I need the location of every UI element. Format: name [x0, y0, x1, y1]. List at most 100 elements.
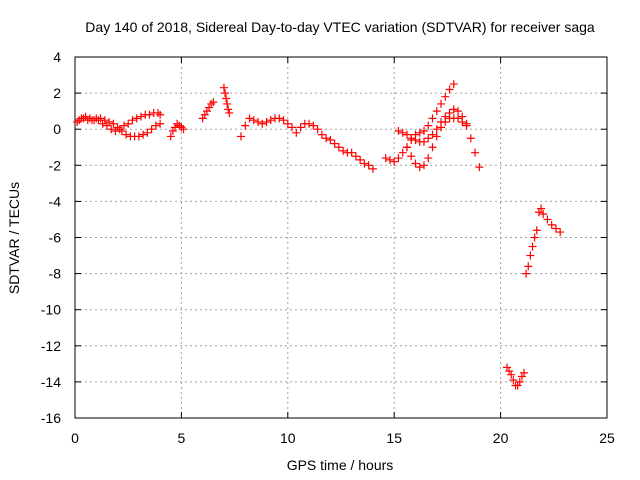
data-point: [454, 114, 463, 123]
data-point: [390, 157, 399, 166]
data-point: [73, 117, 82, 126]
data-point: [522, 269, 531, 278]
data-point: [437, 123, 446, 132]
data-point: [105, 117, 114, 126]
data-point: [428, 114, 437, 123]
series-arc-15-18h-c: [402, 114, 471, 172]
data-point: [145, 110, 154, 119]
data-point: [222, 94, 231, 103]
data-point: [513, 381, 522, 390]
data-point: [236, 132, 245, 141]
data-point: [109, 119, 118, 128]
data-point: [219, 83, 228, 92]
data-point: [543, 215, 552, 224]
y-tick-label: -4: [49, 193, 62, 209]
data-point: [517, 372, 526, 381]
data-point: [209, 98, 218, 107]
data-point: [221, 89, 230, 98]
data-point: [411, 136, 420, 145]
data-point: [283, 119, 292, 128]
data-point: [475, 163, 484, 172]
data-point: [275, 114, 284, 123]
data-point: [166, 132, 175, 141]
data-point: [411, 159, 420, 168]
data-point: [122, 130, 131, 139]
data-point: [407, 134, 416, 143]
data-point: [258, 119, 267, 128]
data-point: [326, 136, 335, 145]
marks-layer: [73, 80, 565, 390]
data-point: [428, 143, 437, 152]
data-point: [547, 220, 556, 229]
y-tick-label: -14: [41, 374, 61, 390]
y-tick-label: 4: [53, 49, 61, 65]
data-point: [424, 154, 433, 163]
data-point: [124, 119, 133, 128]
grid-layer: [75, 57, 607, 418]
data-point: [317, 130, 326, 139]
data-point: [445, 85, 454, 94]
x-tick-label: 25: [599, 430, 615, 446]
data-point: [156, 119, 165, 128]
data-point: [441, 92, 450, 101]
data-point: [107, 125, 116, 134]
data-point: [551, 224, 560, 233]
data-point: [262, 117, 271, 126]
data-point: [151, 121, 160, 130]
data-point: [351, 152, 360, 161]
data-point: [132, 114, 141, 123]
y-tick-label: -16: [41, 410, 61, 426]
data-point: [175, 121, 184, 130]
data-point: [153, 108, 162, 117]
data-point: [509, 376, 518, 385]
data-point: [394, 127, 403, 136]
data-point: [143, 128, 152, 137]
x-tick-label: 20: [493, 430, 509, 446]
data-point: [524, 262, 533, 271]
data-point: [254, 117, 263, 126]
data-point: [454, 107, 463, 116]
x-tick-label: 5: [178, 430, 186, 446]
data-point: [288, 123, 297, 132]
y-tick-label: -2: [49, 157, 62, 173]
data-point: [119, 121, 128, 130]
data-point: [394, 154, 403, 163]
series-arc-early-b: [75, 114, 165, 141]
data-point: [147, 125, 156, 134]
x-tick-label: 10: [280, 430, 296, 446]
data-point: [528, 242, 537, 251]
data-point: [81, 112, 90, 121]
data-point: [539, 210, 548, 219]
data-point: [556, 228, 565, 237]
data-point: [537, 204, 546, 213]
data-point: [398, 148, 407, 157]
data-point: [419, 127, 428, 136]
y-tick-label: -12: [41, 338, 61, 354]
data-point: [79, 114, 88, 123]
data-point: [407, 152, 416, 161]
data-point: [173, 119, 182, 128]
data-point: [296, 123, 305, 132]
data-point: [424, 121, 433, 130]
data-point: [279, 116, 288, 125]
data-point: [75, 116, 84, 125]
data-point: [449, 80, 458, 89]
data-point: [117, 127, 126, 136]
data-point: [266, 116, 275, 125]
data-point: [115, 125, 124, 134]
data-point: [207, 99, 216, 108]
data-point: [402, 130, 411, 139]
data-point: [339, 146, 348, 155]
series-arc-7h: [219, 83, 234, 117]
data-point: [432, 125, 441, 134]
data-point: [507, 370, 516, 379]
data-point: [113, 123, 122, 132]
data-point: [356, 155, 365, 164]
data-point: [225, 108, 234, 117]
data-point: [347, 148, 356, 157]
data-point: [200, 110, 209, 119]
data-point: [415, 163, 424, 172]
data-point: [205, 103, 214, 112]
